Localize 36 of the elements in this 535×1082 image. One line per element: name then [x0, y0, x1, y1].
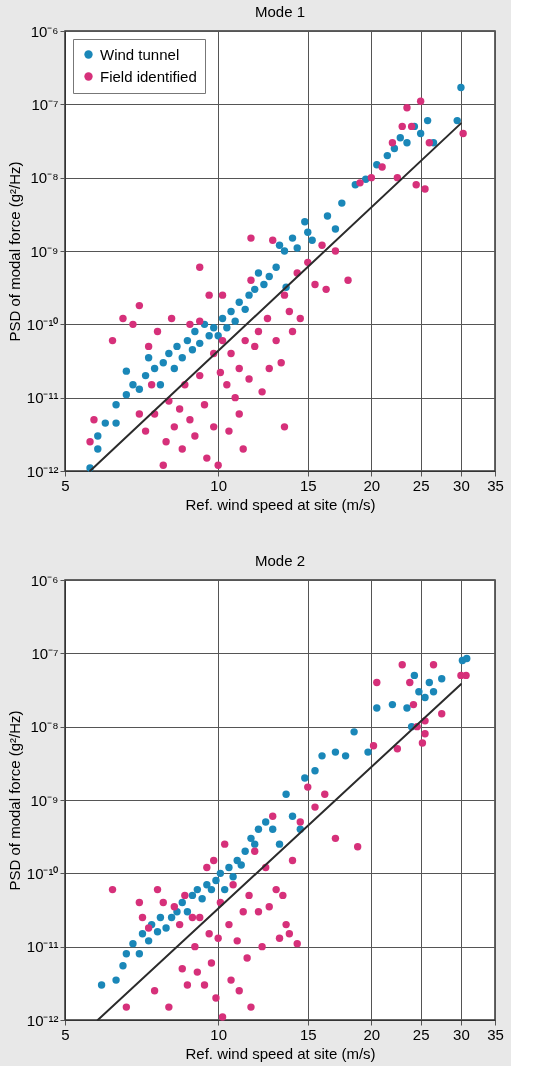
y-tick-label: 10⁻¹² [26, 1011, 59, 1029]
x-tick-label: 10 [210, 476, 228, 494]
x-tick-label: 25 [412, 476, 430, 494]
x-tick-label: 35 [487, 476, 504, 494]
x-tick-label: 15 [299, 1025, 317, 1043]
x-tick-label: 5 [61, 1025, 70, 1043]
y-tick-label: 10⁻⁹ [30, 242, 59, 260]
y-tick-label: 10⁻⁸ [30, 169, 59, 187]
y-tick-label: 10⁻⁸ [30, 718, 59, 736]
x-axis-title: Ref. wind speed at site (m/s) [185, 495, 376, 513]
x-tick-label: 30 [453, 1025, 470, 1043]
x-tick-label: 15 [299, 476, 317, 494]
x-tick-label: 10 [210, 1025, 228, 1043]
y-tick-label: 10⁻¹⁰ [26, 864, 59, 882]
x-axis-title: Ref. wind speed at site (m/s) [185, 1044, 376, 1062]
x-tick-label: 25 [412, 1025, 430, 1043]
y-tick-label: 10⁻⁶ [30, 571, 59, 589]
y-axis-title: PSD of modal force (g²/Hz) [5, 161, 23, 342]
legend-label: Field identified [100, 67, 197, 85]
x-tick-label: 20 [363, 476, 381, 494]
x-tick-label: 20 [363, 1025, 381, 1043]
y-tick-label: 10⁻⁹ [30, 791, 59, 809]
y-tick-label: 10⁻¹¹ [26, 389, 59, 407]
legend-label: Wind tunnel [100, 45, 180, 63]
x-tick-label: 35 [487, 1025, 504, 1043]
y-tick-label: 10⁻¹¹ [26, 938, 59, 956]
chart-title: Mode 2 [254, 552, 306, 569]
y-tick-label: 10⁻⁷ [31, 95, 59, 113]
y-tick-label: 10⁻⁶ [30, 22, 59, 40]
y-tick-label: 10⁻¹² [26, 462, 59, 480]
y-tick-label: 10⁻⁷ [31, 644, 59, 662]
chart-title: Mode 1 [254, 3, 306, 20]
x-tick-label: 5 [61, 476, 70, 494]
y-tick-label: 10⁻¹⁰ [26, 315, 59, 333]
x-tick-label: 30 [453, 476, 470, 494]
y-axis-title: PSD of modal force (g²/Hz) [5, 710, 23, 891]
